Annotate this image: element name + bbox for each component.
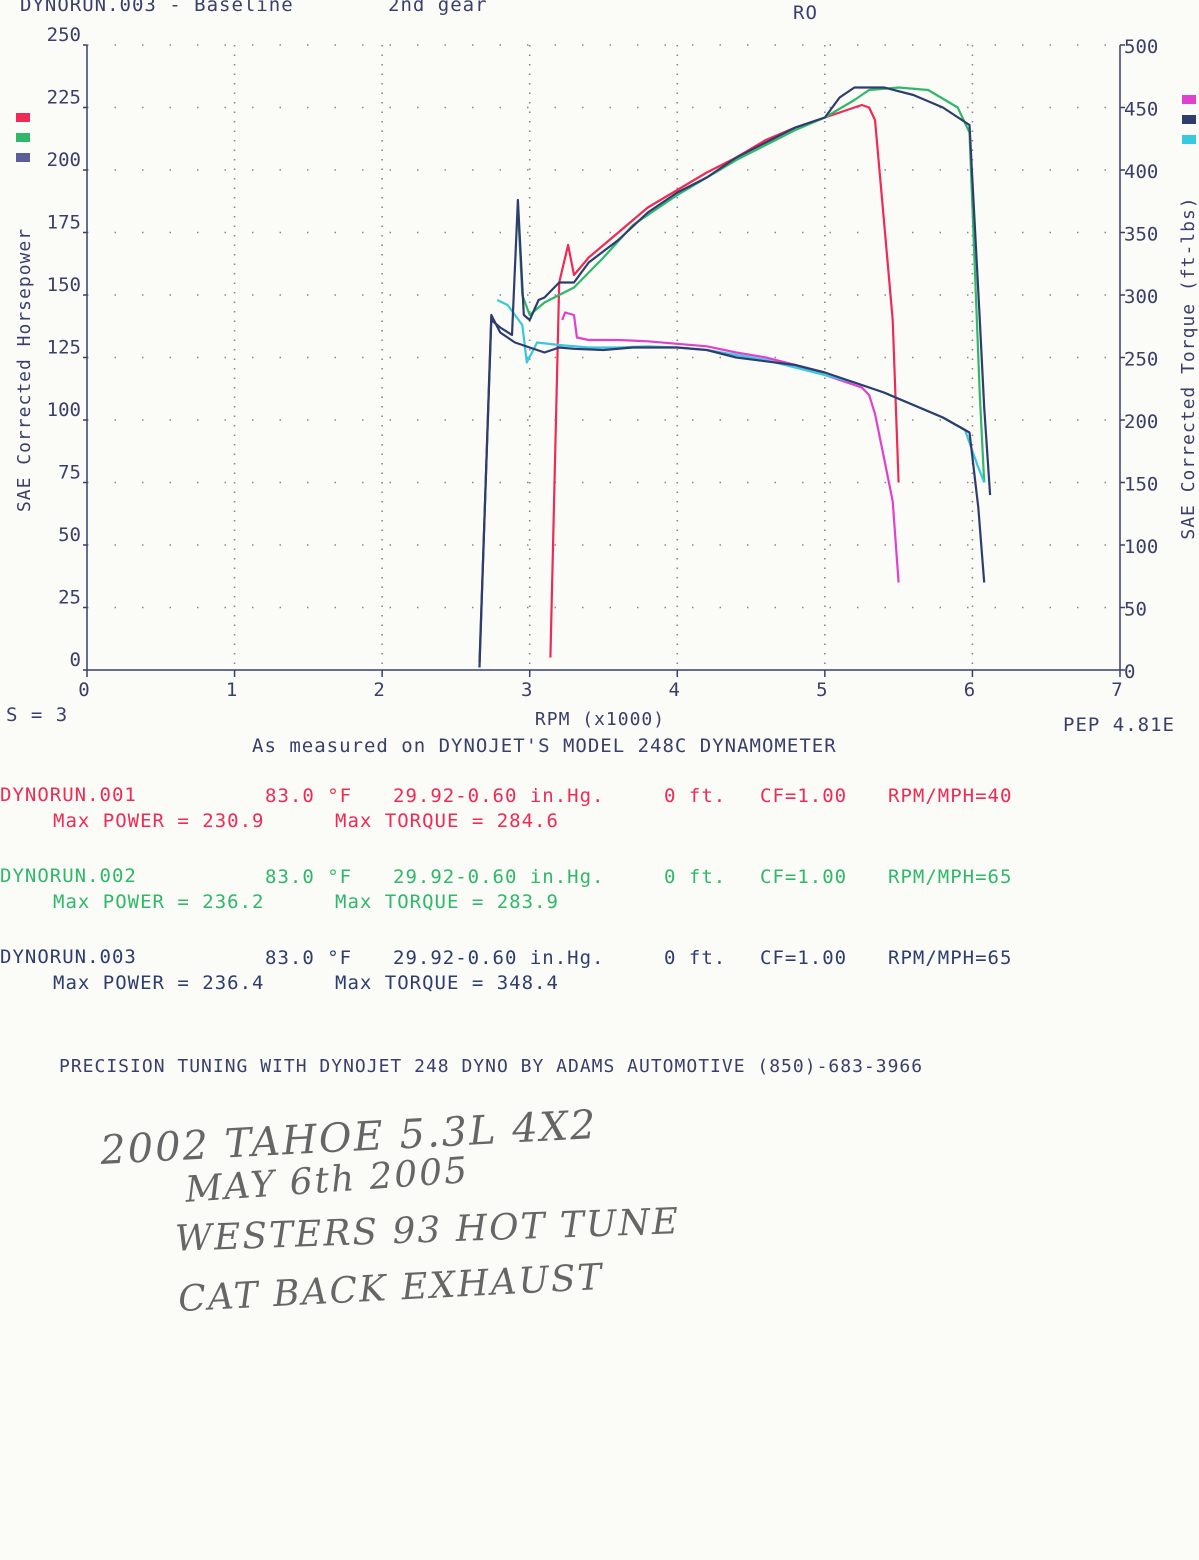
run-altitude: 0 ft. [664, 947, 727, 969]
run-correction-factor: CF=1.00 [760, 866, 848, 888]
series-line-run3-left [478, 86, 992, 663]
run-barometric: 29.92-0.60 in.Hg. [393, 947, 605, 969]
run-max-torque: Max TORQUE = 283.9 [335, 891, 559, 913]
chart-grid [87, 44, 1120, 670]
series-line-run1_hp-left [549, 103, 900, 658]
x-tick-label: 6 [964, 679, 975, 701]
legend-swatch-run1-tq [1182, 95, 1196, 104]
y-tick-label: 50 [58, 524, 81, 546]
y-tick-label: 25 [58, 587, 81, 609]
y-tick-label: 225 [47, 87, 81, 109]
x-tick-label: 1 [226, 679, 237, 701]
run-rpm-mph: RPM/MPH=65 [888, 866, 1013, 888]
run-temperature: 83.0 °F [265, 866, 353, 888]
y2-tick-labels: 0 50 100 150 200 250 300 350 400 450 500 [1120, 36, 1158, 683]
x-tick-label: 2 [373, 679, 384, 701]
run-file-title: DYNORUN.003 - Baseline [20, 0, 294, 16]
y2-tick-label: 250 [1124, 349, 1158, 371]
pep-label: PEP 4.81E [1063, 714, 1175, 736]
y2-tick-label: 100 [1124, 536, 1158, 558]
y2-tick-label: 50 [1124, 599, 1147, 621]
x-tick-label: 3 [521, 679, 532, 701]
run-altitude: 0 ft. [664, 785, 727, 807]
series-line-run2_tq-right [496, 299, 986, 483]
y2-tick-label: 200 [1124, 411, 1158, 433]
x-tick-label: 0 [78, 679, 89, 701]
y2-tick-label: 350 [1124, 224, 1158, 246]
chart-curves [478, 86, 992, 668]
run-rpm-mph: RPM/MPH=40 [888, 785, 1013, 807]
y-tick-labels: 0 25 50 75 100 125 150 175 200 225 250 [47, 24, 87, 671]
run-correction-factor: CF=1.00 [760, 947, 848, 969]
y2-tick-label: 150 [1124, 474, 1158, 496]
dyno-model-caption: As measured on DYNOJET'S MODEL 248C DYNA… [252, 735, 837, 757]
run-max-power: Max POWER = 236.2 [53, 891, 265, 913]
run-altitude: 0 ft. [664, 866, 727, 888]
y-tick-label: 75 [58, 462, 81, 484]
run-barometric: 29.92-0.60 in.Hg. [393, 785, 605, 807]
y2-tick-label: 450 [1124, 99, 1158, 121]
y-tick-label: 175 [47, 212, 81, 234]
smoothing-label: S = 3 [6, 704, 69, 726]
legend-swatch-run3-tq [1182, 115, 1196, 124]
x-tick-labels: 0 1 2 3 4 5 6 7 [78, 670, 1123, 701]
dyno-chart: 0 1 2 3 4 5 6 7 0 25 50 75 100 125 150 175 200 225 250 0 5… [14, 24, 1199, 730]
y-tick-label: 100 [47, 399, 81, 421]
x-tick-label: 4 [669, 679, 680, 701]
run-max-torque: Max TORQUE = 348.4 [335, 972, 559, 994]
legend-swatch-run2-hp [16, 133, 30, 142]
run-barometric: 29.92-0.60 in.Hg. [393, 866, 605, 888]
x-tick-label: 5 [816, 679, 827, 701]
run-name: DYNORUN.003 [0, 946, 137, 968]
x-tick-label: 7 [1111, 679, 1122, 701]
handwritten-tune: WESTERS 93 HOT TUNE [174, 1201, 681, 1260]
run-rpm-mph: RPM/MPH=65 [888, 947, 1013, 969]
run-name: DYNORUN.001 [0, 784, 137, 806]
run-temperature: 83.0 °F [265, 947, 353, 969]
y-tick-label: 125 [47, 337, 81, 359]
gear-label: 2nd gear [388, 0, 488, 16]
y2-tick-label: 500 [1124, 36, 1158, 58]
run-code: RO [793, 2, 818, 24]
series-line-run3-right [478, 313, 986, 668]
y2-tick-label: 0 [1124, 661, 1135, 683]
series-line-run1_tq-right [561, 311, 900, 583]
run-max-torque: Max TORQUE = 284.6 [335, 810, 559, 832]
y-axis-label: SAE Corrected Horsepower [14, 228, 35, 512]
run-max-power: Max POWER = 230.9 [53, 810, 265, 832]
y2-tick-label: 300 [1124, 286, 1158, 308]
run-name: DYNORUN.002 [0, 865, 137, 887]
y-tick-label: 250 [47, 24, 81, 46]
run-correction-factor: CF=1.00 [760, 785, 848, 807]
run-temperature: 83.0 °F [265, 785, 353, 807]
footer-credit: PRECISION TUNING WITH DYNOJET 248 DYNO B… [59, 1056, 924, 1077]
y-tick-label: 150 [47, 274, 81, 296]
y2-axis-label: SAE Corrected Torque (ft-lbs) [1178, 196, 1199, 539]
x-axis-label: RPM (x1000) [535, 709, 665, 730]
handwritten-exhaust: CAT BACK EXHAUST [177, 1256, 605, 1321]
series-line-run2_hp-left [516, 86, 986, 483]
legend-swatch-run2-tq [1182, 135, 1196, 144]
run-max-power: Max POWER = 236.4 [53, 972, 265, 994]
y2-tick-label: 400 [1124, 161, 1158, 183]
legend-swatch-run1-hp [16, 113, 30, 122]
legend-swatch-run3-hp [16, 153, 30, 162]
y-tick-label: 200 [47, 149, 81, 171]
y-tick-label: 0 [70, 649, 81, 671]
